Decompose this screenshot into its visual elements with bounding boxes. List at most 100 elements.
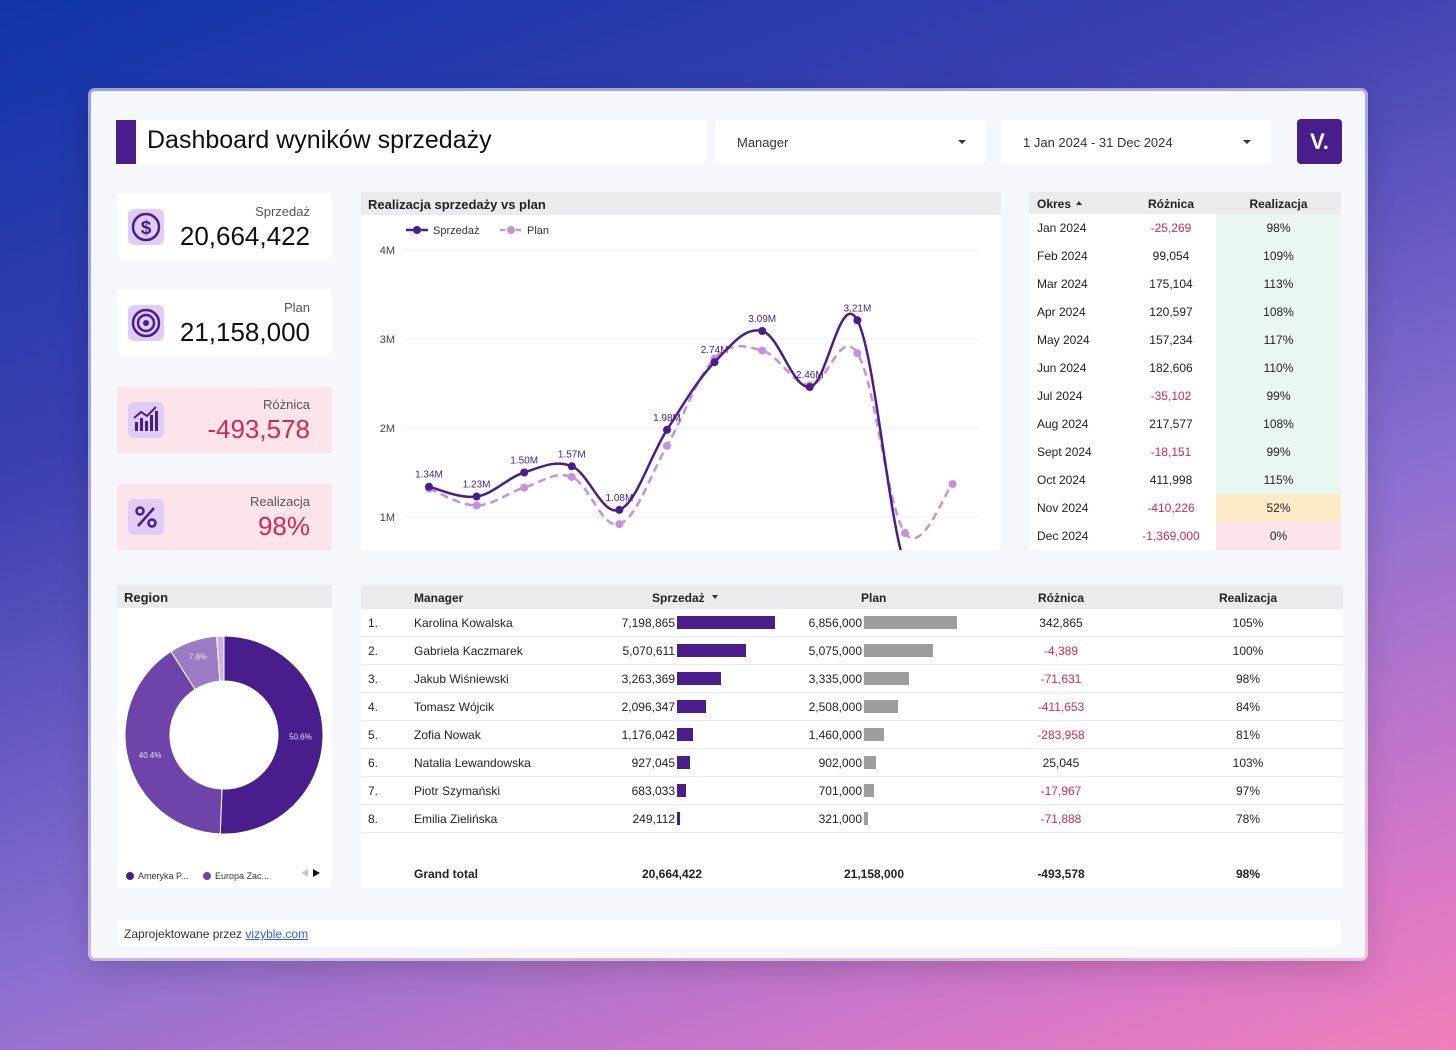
sales-bar — [677, 784, 686, 797]
table-row[interactable]: 1. Karolina Kowalska 7,198,865 6,856,000 342… — [361, 609, 1343, 637]
column-header-plan[interactable]: Plan — [861, 591, 887, 605]
realization-cell: 113% — [1216, 270, 1341, 298]
legend-prev-icon[interactable] — [301, 869, 308, 877]
sales-point[interactable] — [615, 505, 624, 514]
sales-point[interactable] — [567, 462, 576, 471]
table-row[interactable]: 8. Emilia Zielińska 249,112 321,000 -71,888 7… — [361, 805, 1343, 833]
plan-point[interactable] — [758, 346, 767, 355]
table-row[interactable]: 5. Zofia Nowak 1,176,042 1,460,000 -283,958 8… — [361, 721, 1343, 749]
manager-dropdown[interactable]: Manager — [715, 120, 986, 164]
data-label: 3.09M — [748, 314, 776, 325]
table-row[interactable]: May 2024 157,234 117% — [1029, 326, 1341, 354]
manager-name[interactable]: Karolina Kowalska — [414, 616, 513, 630]
kpi-label: Różnica — [263, 397, 310, 412]
grand-total-plan: 21,158,000 — [843, 867, 905, 881]
sort-asc-icon[interactable] — [1076, 201, 1082, 205]
column-header-difference[interactable]: Różnica — [1147, 197, 1194, 211]
y-tick-label: 1M — [380, 512, 395, 524]
table-row[interactable]: Aug 2024 217,577 108% — [1029, 410, 1341, 438]
svg-text:$: $ — [141, 218, 152, 239]
donut-slice[interactable] — [219, 635, 324, 835]
table-row[interactable]: 4. Tomasz Wójcik 2,096,347 2,508,000 -411,65… — [361, 693, 1343, 721]
manager-name[interactable]: Tomasz Wójcik — [414, 700, 495, 714]
table-row[interactable]: 6. Natalia Lewandowska 927,045 902,000 25,04… — [361, 749, 1343, 777]
plan-point[interactable] — [472, 501, 481, 510]
data-label: 1.23M — [463, 480, 491, 491]
plan-point[interactable] — [567, 472, 576, 481]
column-header-difference[interactable]: Różnica — [1037, 591, 1084, 605]
plan-point[interactable] — [948, 480, 957, 489]
table-row[interactable]: Sept 2024 -18,151 99% — [1029, 438, 1341, 466]
date-range-dropdown[interactable]: 1 Jan 2024 - 31 Dec 2024 — [1001, 120, 1271, 164]
difference-cell: -1,369,000 — [1142, 529, 1200, 543]
column-header-sales[interactable]: Sprzedaż — [652, 591, 705, 605]
plan-point[interactable] — [663, 441, 671, 450]
donut-slice[interactable] — [124, 650, 223, 835]
sales-point[interactable] — [663, 425, 671, 434]
column-header-manager[interactable]: Manager — [414, 591, 464, 605]
y-tick-label: 4M — [380, 245, 395, 257]
sales-point[interactable] — [853, 316, 862, 325]
difference-cell: 411,998 — [1149, 473, 1193, 487]
sales-point[interactable] — [520, 468, 529, 477]
row-index: 1. — [368, 616, 379, 630]
sort-desc-icon[interactable] — [712, 595, 718, 599]
percent-icon — [128, 499, 164, 535]
plan-bar — [864, 644, 933, 657]
legend-next-icon[interactable] — [313, 869, 320, 877]
sales-point[interactable] — [758, 326, 767, 335]
manager-dropdown-label: Manager — [737, 135, 789, 150]
difference-value: -411,653 — [1037, 700, 1085, 714]
row-index: 7. — [368, 784, 379, 798]
table-row[interactable]: Mar 2024 175,104 113% — [1029, 270, 1341, 298]
plan-value: 3,335,000 — [808, 672, 862, 686]
realization-value: 100% — [1232, 644, 1264, 658]
table-row[interactable]: Apr 2024 120,597 108% — [1029, 298, 1341, 326]
table-row[interactable]: Jun 2024 182,606 110% — [1029, 354, 1341, 382]
table-row[interactable]: Feb 2024 99,054 109% — [1029, 242, 1341, 270]
sales-point[interactable] — [425, 482, 433, 491]
sales-bar — [677, 644, 746, 657]
realization-cell: 117% — [1216, 326, 1341, 354]
sales-point[interactable] — [710, 358, 719, 367]
plan-point[interactable] — [520, 483, 529, 492]
table-row[interactable]: Oct 2024 411,998 115% — [1029, 466, 1341, 494]
sales-value: 927,045 — [631, 756, 675, 770]
chevron-down-icon — [1243, 140, 1251, 144]
vizyble-link[interactable]: vizyble.com — [245, 927, 309, 941]
difference-cell: 182,606 — [1149, 361, 1193, 375]
manager-name[interactable]: Gabriela Kaczmarek — [414, 644, 523, 658]
row-index: 5. — [368, 728, 379, 742]
realization-value: 103% — [1232, 756, 1264, 770]
plan-point[interactable] — [853, 349, 862, 358]
kpi-value: 21,158,000 — [179, 317, 310, 347]
table-row[interactable]: 3. Jakub Wiśniewski 3,263,369 3,335,000 -71,… — [361, 665, 1343, 693]
vizyble-logo[interactable]: V. — [1297, 119, 1342, 164]
table-row[interactable]: Dec 2024 -1,369,000 0% — [1029, 522, 1341, 550]
manager-name[interactable]: Zofia Nowak — [414, 728, 481, 742]
table-row[interactable]: Jul 2024 -35,102 99% — [1029, 382, 1341, 410]
difference-cell: -18,151 — [1150, 445, 1192, 459]
realization-cell: 110% — [1216, 354, 1341, 382]
sales-bar — [677, 672, 721, 685]
plan-point[interactable] — [615, 520, 624, 529]
column-header-realization[interactable]: Realizacja — [1249, 197, 1308, 211]
table-row[interactable]: 7. Piotr Szymański 683,033 701,000 -17,967 97… — [361, 777, 1343, 805]
manager-name[interactable]: Natalia Lewandowska — [414, 756, 531, 770]
manager-name[interactable]: Piotr Szymański — [414, 784, 501, 798]
grand-total-realization: 98% — [1235, 867, 1261, 881]
plan-point[interactable] — [901, 529, 909, 538]
row-index: 3. — [368, 672, 379, 686]
table-row[interactable]: Nov 2024 -410,226 52% — [1029, 494, 1341, 522]
column-header-realization[interactable]: Realizacja — [1218, 591, 1278, 605]
sales-point[interactable] — [472, 492, 481, 501]
table-row[interactable]: 2. Gabriela Kaczmarek 5,070,611 5,075,000 -4… — [361, 637, 1343, 665]
column-header-period[interactable]: Okres — [1037, 197, 1072, 211]
manager-name[interactable]: Emilia Zielińska — [414, 812, 498, 826]
manager-name[interactable]: Jakub Wiśniewski — [414, 672, 509, 686]
sales-point[interactable] — [805, 383, 814, 392]
plan-value: 701,000 — [818, 784, 862, 798]
table-header: Okres Różnica Realizacja — [1029, 192, 1341, 214]
table-row[interactable]: Jan 2024 -25,269 98% — [1029, 214, 1341, 242]
donut-slice[interactable] — [216, 635, 225, 682]
